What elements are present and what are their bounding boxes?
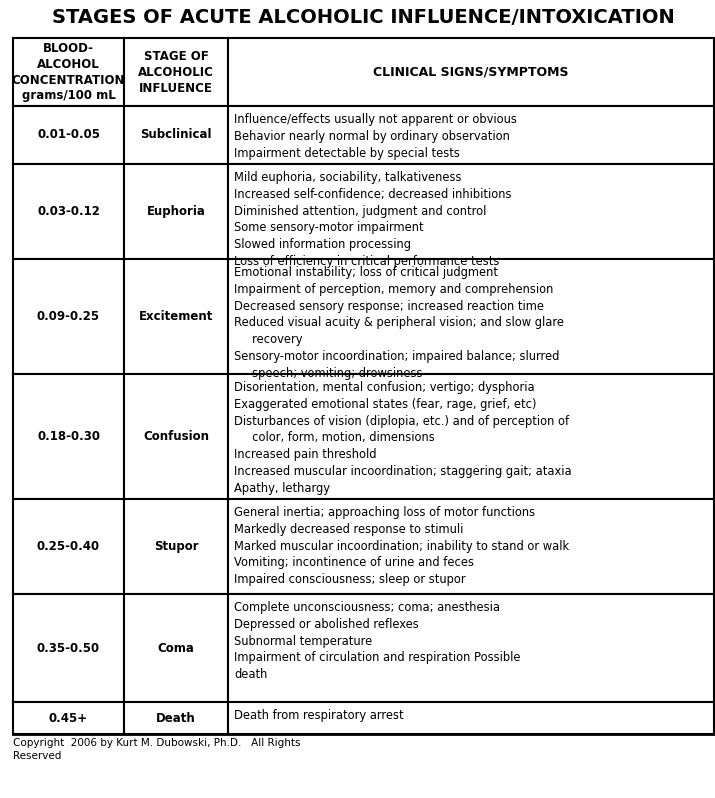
Text: 0.25-0.40: 0.25-0.40 — [37, 540, 100, 553]
Text: Influence/effects usually not apparent or obvious
Behavior nearly normal by ordi: Influence/effects usually not apparent o… — [234, 113, 517, 160]
Text: Death: Death — [156, 712, 196, 725]
Bar — [124, 594, 228, 702]
Text: CLINICAL SIGNS/SYMPTOMS: CLINICAL SIGNS/SYMPTOMS — [373, 65, 568, 78]
Bar — [13, 259, 124, 374]
Bar — [13, 38, 714, 734]
Text: Disorientation, mental confusion; vertigo; dysphoria
Exaggerated emotional state: Disorientation, mental confusion; vertig… — [234, 381, 571, 495]
Bar — [13, 164, 124, 259]
Bar — [13, 499, 124, 594]
Bar — [124, 164, 228, 259]
Text: Subclinical: Subclinical — [140, 128, 212, 141]
Text: Coma: Coma — [157, 642, 194, 654]
Bar — [13, 594, 124, 702]
Bar — [124, 259, 228, 374]
Bar — [228, 164, 714, 259]
Text: 0.03-0.12: 0.03-0.12 — [37, 205, 100, 218]
Text: General inertia; approaching loss of motor functions
Markedly decreased response: General inertia; approaching loss of mot… — [234, 506, 569, 587]
Bar — [124, 38, 228, 106]
Text: Confusion: Confusion — [143, 430, 209, 443]
Text: 0.09-0.25: 0.09-0.25 — [37, 310, 100, 323]
Text: Stupor: Stupor — [154, 540, 198, 553]
Text: STAGES OF ACUTE ALCOHOLIC INFLUENCE/INTOXICATION: STAGES OF ACUTE ALCOHOLIC INFLUENCE/INTO… — [52, 8, 675, 27]
Bar — [228, 259, 714, 374]
Text: Copyright  2006 by Kurt M. Dubowski, Ph.D.   All Rights
Reserved: Copyright 2006 by Kurt M. Dubowski, Ph.D… — [13, 738, 300, 761]
Bar — [124, 499, 228, 594]
Bar — [13, 38, 124, 106]
Bar — [13, 702, 124, 734]
Bar — [228, 499, 714, 594]
Text: 0.18-0.30: 0.18-0.30 — [37, 430, 100, 443]
Bar — [13, 374, 124, 499]
Text: Emotional instability; loss of critical judgment
Impairment of perception, memor: Emotional instability; loss of critical … — [234, 266, 564, 380]
Bar — [228, 702, 714, 734]
Bar — [228, 374, 714, 499]
Text: 0.35-0.50: 0.35-0.50 — [37, 642, 100, 654]
Text: STAGE OF
ALCOHOLIC
INFLUENCE: STAGE OF ALCOHOLIC INFLUENCE — [138, 49, 214, 94]
Bar — [13, 106, 124, 164]
Bar — [228, 38, 714, 106]
Bar — [124, 374, 228, 499]
Text: 0.01-0.05: 0.01-0.05 — [37, 128, 100, 141]
Text: BLOOD-
ALCOHOL
CONCENTRATION
grams/100 mL: BLOOD- ALCOHOL CONCENTRATION grams/100 m… — [11, 41, 125, 102]
Text: 0.45+: 0.45+ — [49, 712, 88, 725]
Text: Excitement: Excitement — [139, 310, 213, 323]
Bar — [228, 106, 714, 164]
Text: Mild euphoria, sociability, talkativeness
Increased self-confidence; decreased i: Mild euphoria, sociability, talkativenes… — [234, 171, 511, 268]
Bar — [124, 702, 228, 734]
Bar — [228, 594, 714, 702]
Text: Euphoria: Euphoria — [147, 205, 205, 218]
Text: Death from respiratory arrest: Death from respiratory arrest — [234, 709, 404, 722]
Text: Complete unconsciousness; coma; anesthesia
Depressed or abolished reflexes
Subno: Complete unconsciousness; coma; anesthes… — [234, 601, 521, 681]
Bar — [124, 106, 228, 164]
